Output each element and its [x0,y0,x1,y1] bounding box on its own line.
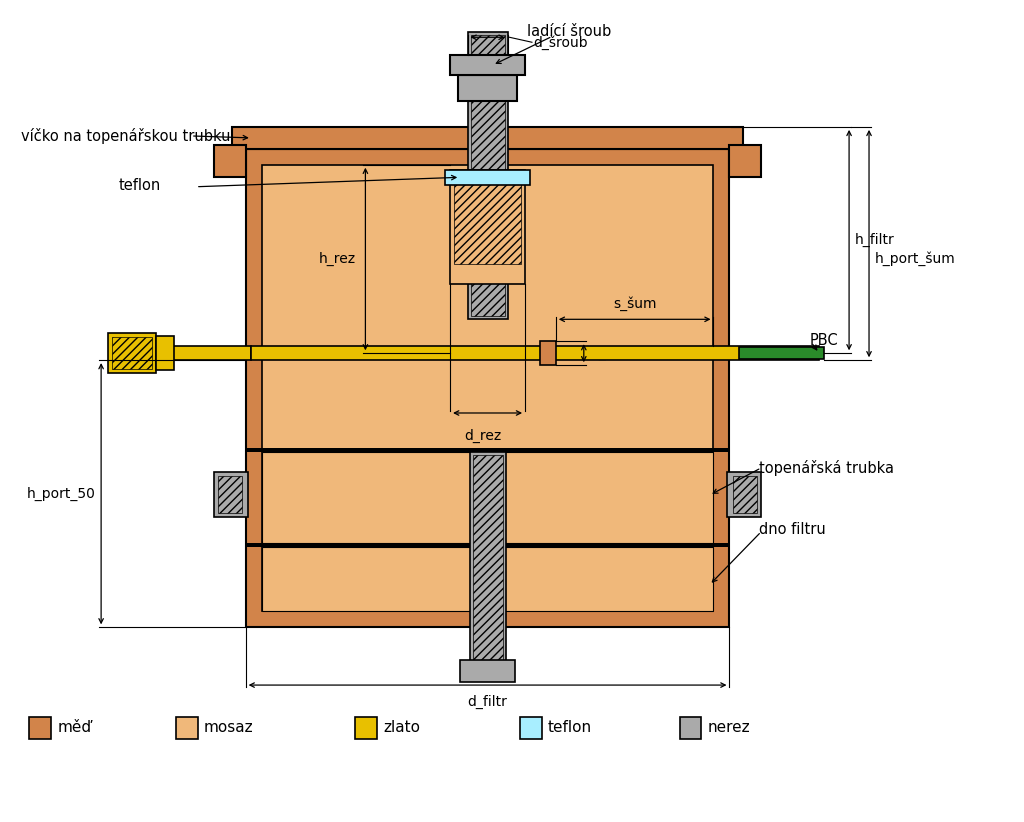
Bar [733,476,758,514]
Bar [520,717,542,739]
Bar [262,547,714,612]
Bar [30,717,51,739]
Bar [729,145,761,177]
Bar [246,448,729,452]
Bar [176,717,198,739]
Bar [451,170,525,284]
Bar [246,149,729,627]
Text: dno filtru: dno filtru [760,522,826,537]
Text: h_filtr: h_filtr [855,233,895,247]
Bar [680,717,701,739]
Text: h_rez: h_rez [318,252,355,266]
Text: PBC: PBC [809,333,838,348]
Text: teflon: teflon [119,178,162,193]
Bar [262,452,714,543]
Bar [109,333,156,373]
Bar [355,717,378,739]
Text: topenářská trubka: topenářská trubka [760,459,894,476]
Bar [451,55,525,75]
Bar [262,165,714,612]
Bar [251,346,819,360]
Text: nerez: nerez [708,720,751,736]
Text: d_disk: d_disk [590,346,634,360]
Text: d_šroub: d_šroub [532,35,588,49]
Bar [218,476,242,514]
Text: mosaz: mosaz [204,720,254,736]
Text: s_šum: s_šum [613,297,656,312]
Text: h_port_50: h_port_50 [27,487,95,501]
Bar [214,145,246,177]
Bar [727,472,761,517]
Bar [214,472,248,517]
Bar [445,170,530,185]
Bar [540,341,556,365]
Text: zlato: zlato [383,720,420,736]
Bar [156,346,251,360]
Bar [471,35,505,316]
Text: d_rez: d_rez [464,429,501,443]
Bar [112,337,152,369]
Bar [156,336,174,370]
Text: víčko na topenářskou trubku: víčko na topenářskou trubku [22,128,230,144]
Text: měď: měď [57,720,91,736]
Bar [739,347,824,359]
Bar [470,452,506,665]
Text: ladící šroub: ladící šroub [527,24,611,39]
Text: h_port_šum: h_port_šum [876,252,955,266]
Bar [246,543,729,547]
Text: teflon: teflon [548,720,592,736]
Bar [455,173,521,264]
Text: d_filtr: d_filtr [468,695,508,709]
Bar [231,127,743,149]
Bar [473,455,503,660]
Bar [458,75,517,101]
Bar [468,32,508,319]
Bar [460,660,515,682]
